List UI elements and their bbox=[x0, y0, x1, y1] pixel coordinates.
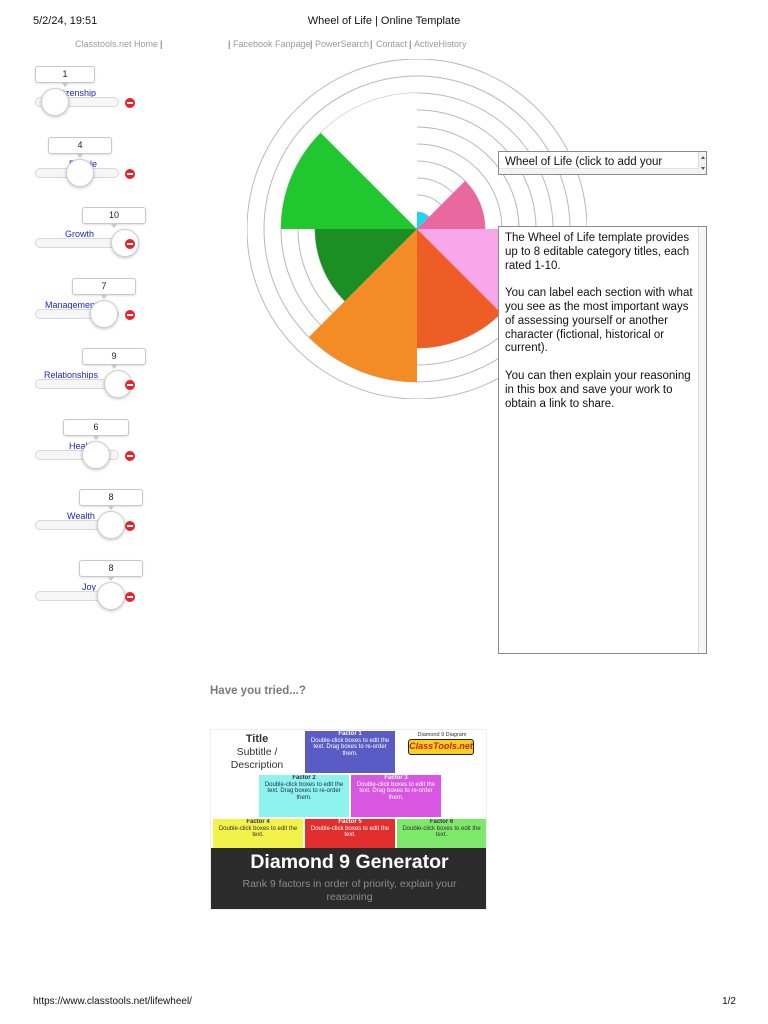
nav-separator: | bbox=[160, 39, 163, 49]
slider-track[interactable] bbox=[35, 238, 119, 248]
wheel-center bbox=[415, 227, 419, 231]
diamond-factor-3: Factor 3 Double-click boxes to edit the t… bbox=[351, 775, 441, 817]
remove-category-icon[interactable] bbox=[125, 169, 135, 179]
diamond-title-cell: Title Subtitle / Description bbox=[211, 733, 303, 772]
category-slider-people: 4 People bbox=[33, 137, 153, 197]
nav-separator: | bbox=[228, 39, 231, 49]
slider-handle[interactable] bbox=[97, 511, 125, 539]
nav-separator: | bbox=[409, 39, 412, 49]
wheel-segment-joy[interactable] bbox=[320, 93, 417, 229]
reasoning-textarea[interactable]: The Wheel of Life template provides up t… bbox=[498, 226, 707, 654]
score-input[interactable]: 6 bbox=[63, 419, 129, 440]
title-horizontal-scrollbar[interactable] bbox=[499, 168, 699, 174]
wheel-segment-citizenship[interactable] bbox=[417, 212, 430, 229]
category-slider-joy: 8 Joy bbox=[33, 560, 153, 620]
promo-title[interactable]: Diamond 9 Generator bbox=[250, 851, 449, 873]
wheel-segment-management[interactable] bbox=[417, 229, 502, 348]
score-input[interactable]: 8 bbox=[79, 560, 143, 581]
print-page-number: 1/2 bbox=[722, 996, 736, 1007]
nav-link-facebook[interactable]: Facebook Fanpage bbox=[233, 39, 311, 49]
remove-category-icon[interactable] bbox=[125, 592, 135, 602]
category-label-management[interactable]: Management bbox=[45, 300, 98, 310]
top-nav: Classtools.net Home | | Facebook Fanpage… bbox=[0, 39, 768, 51]
diamond-factor-4: Factor 4 Double-click boxes to edit the t… bbox=[213, 819, 303, 849]
category-slider-citizenship: 1 Citizenship bbox=[33, 66, 153, 126]
nav-link-contact[interactable]: Contact bbox=[376, 39, 408, 49]
slider-track[interactable] bbox=[35, 450, 119, 460]
category-label-health[interactable]: Health bbox=[69, 441, 96, 451]
slider-handle[interactable] bbox=[82, 441, 110, 469]
category-slider-management: 7 Management bbox=[33, 278, 153, 338]
remove-category-icon[interactable] bbox=[125, 451, 135, 461]
wheel-segment-relationships[interactable] bbox=[308, 229, 417, 382]
print-header: 5/2/24, 19:51 Wheel of Life | Online Tem… bbox=[0, 15, 768, 31]
reasoning-paragraph: You can then explain your reasoning in t… bbox=[505, 369, 691, 410]
have-you-tried-heading: Have you tried...? bbox=[210, 685, 306, 697]
score-input[interactable]: 8 bbox=[79, 489, 143, 510]
nav-separator: | bbox=[370, 39, 373, 49]
remove-category-icon[interactable] bbox=[125, 380, 135, 390]
reasoning-scrollbar[interactable] bbox=[698, 227, 706, 653]
remove-category-icon[interactable] bbox=[125, 98, 135, 108]
remove-category-icon[interactable] bbox=[125, 239, 135, 249]
nav-link-activehistory[interactable]: ActiveHistory bbox=[414, 39, 467, 49]
nav-link-powersearch[interactable]: PowerSearch bbox=[315, 39, 370, 49]
slider-handle[interactable] bbox=[90, 300, 118, 328]
promo-caption: Diamond 9 Generator Rank 9 factors in or… bbox=[211, 848, 486, 909]
reasoning-paragraph: The Wheel of Life template provides up t… bbox=[505, 232, 690, 272]
reasoning-text: The Wheel of Life template provides up t… bbox=[505, 232, 695, 425]
reasoning-paragraph: You can label each section with what you… bbox=[505, 287, 693, 355]
wheel-segment-health[interactable] bbox=[315, 229, 417, 302]
diamond-logo-label: Diamond 9 Diagram bbox=[417, 732, 467, 738]
category-label-relationships[interactable]: Relationships bbox=[44, 370, 99, 380]
nav-separator: | bbox=[310, 39, 313, 49]
wheel-title-field[interactable]: Wheel of Life (click to add your bbox=[498, 151, 707, 175]
score-input[interactable]: 9 bbox=[82, 348, 146, 369]
diamond-factor-2: Factor 2 Double-click boxes to edit the t… bbox=[259, 775, 349, 817]
category-label-growth[interactable]: Growth bbox=[65, 229, 95, 239]
score-input[interactable]: 7 bbox=[72, 278, 136, 299]
nav-link-home[interactable]: Classtools.net Home bbox=[75, 39, 159, 49]
category-label-wealth[interactable]: Wealth bbox=[67, 511, 95, 521]
category-slider-relationships: 9 Relationships bbox=[33, 348, 153, 408]
category-label-citizenship[interactable]: Citizenship bbox=[52, 88, 97, 98]
score-input[interactable]: 4 bbox=[48, 137, 112, 158]
score-input[interactable]: 1 bbox=[35, 66, 95, 87]
slider-track[interactable] bbox=[35, 97, 119, 107]
slider-track[interactable] bbox=[35, 309, 119, 319]
classtools-logo: ClassTools.net bbox=[408, 739, 474, 755]
title-scrollbar[interactable] bbox=[698, 152, 706, 174]
slider-handle[interactable] bbox=[66, 159, 94, 187]
remove-category-icon[interactable] bbox=[125, 521, 135, 531]
promo-subtitle: Rank 9 factors in order of priority, exp… bbox=[242, 878, 457, 903]
print-page-title: Wheel of Life | Online Template bbox=[307, 15, 461, 27]
category-slider-health: 6 Health bbox=[33, 419, 153, 479]
print-datetime: 5/2/24, 19:51 bbox=[33, 15, 98, 27]
diamond9-promo-card[interactable]: Title Subtitle / Description Diamond 9 D… bbox=[210, 729, 487, 910]
diamond-factor-5: Factor 5 Double-click boxes to edit the t… bbox=[305, 819, 395, 849]
wheel-segment-people[interactable] bbox=[417, 180, 485, 229]
score-input[interactable]: 10 bbox=[82, 207, 146, 228]
category-label-joy[interactable]: Joy bbox=[82, 582, 97, 592]
diamond-factor-1: Factor 1 Double-click boxes to edit the t… bbox=[305, 731, 395, 773]
wheel-title-text: Wheel of Life (click to add your bbox=[505, 156, 663, 168]
category-slider-growth: 10 Growth bbox=[33, 207, 153, 267]
slider-handle[interactable] bbox=[41, 88, 69, 116]
print-url: https://www.classtools.net/lifewheel/ bbox=[33, 996, 192, 1007]
remove-category-icon[interactable] bbox=[125, 310, 135, 320]
category-slider-wealth: 8 Wealth bbox=[33, 489, 153, 549]
wheel-segment-wealth[interactable] bbox=[281, 132, 417, 229]
diamond-subtitle: Subtitle / Description bbox=[230, 746, 284, 771]
diamond-factor-6: Factor 6 Double-click boxes to edit the t… bbox=[397, 819, 486, 849]
diamond-title: Title bbox=[245, 733, 269, 745]
slider-handle[interactable] bbox=[97, 582, 125, 610]
print-footer: https://www.classtools.net/lifewheel/ 1/… bbox=[0, 996, 768, 1010]
